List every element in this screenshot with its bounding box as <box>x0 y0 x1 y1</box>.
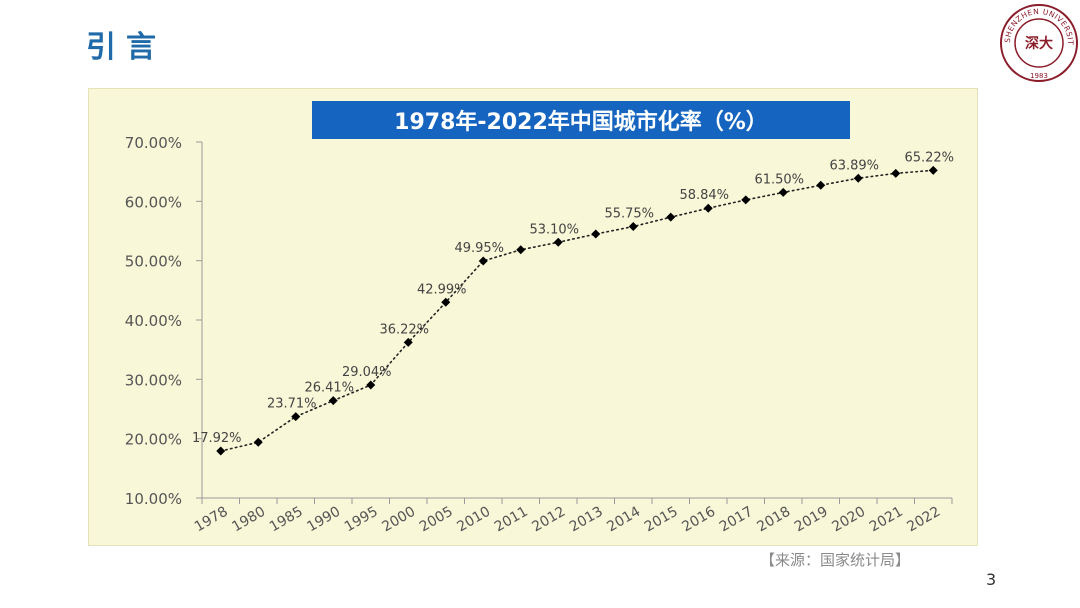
x-tick-label: 2019 <box>792 504 831 536</box>
x-tick-label: 2021 <box>867 504 906 536</box>
data-label: 53.10% <box>529 222 579 237</box>
data-point <box>816 180 826 190</box>
data-point <box>666 212 676 222</box>
logo-year: 1983 <box>1030 72 1048 80</box>
x-tick-label: 1985 <box>267 504 306 536</box>
data-label: 17.92% <box>192 431 242 446</box>
data-point <box>328 396 338 406</box>
shenzhen-university-logo: SHENZHEN UNIVERSITY 深大 1983 <box>998 2 1078 82</box>
data-point <box>591 229 601 239</box>
data-label: 61.50% <box>754 172 804 187</box>
data-point <box>366 380 376 390</box>
x-tick-label: 2000 <box>379 504 418 536</box>
series-line <box>219 169 935 452</box>
x-tick-label: 2013 <box>567 504 606 536</box>
data-label: 55.75% <box>604 207 654 222</box>
y-tick-label: 20.00% <box>125 431 182 449</box>
data-label: 29.04% <box>342 365 392 380</box>
x-tick-label: 2020 <box>829 504 868 536</box>
x-tick-label: 2005 <box>417 504 456 536</box>
data-point <box>778 187 788 197</box>
y-tick-label: 60.00% <box>125 193 182 211</box>
data-point <box>628 222 638 232</box>
x-tick-label: 1978 <box>192 504 231 536</box>
x-tick-label: 2010 <box>454 504 493 536</box>
x-tick-label: 1990 <box>304 504 343 536</box>
data-point <box>216 446 226 456</box>
data-point <box>853 173 863 183</box>
data-point <box>928 165 938 175</box>
x-tick-label: 1980 <box>229 504 268 536</box>
chart-frame <box>88 88 978 546</box>
x-tick-label: 2014 <box>604 504 643 536</box>
x-tick-label: 2022 <box>904 504 943 536</box>
y-tick-label: 50.00% <box>125 253 182 271</box>
data-source: 【来源：国家统计局】 <box>760 551 911 569</box>
y-tick-label: 10.00% <box>125 490 182 508</box>
slide-heading: 引言 <box>86 30 166 65</box>
data-label: 58.84% <box>679 188 729 203</box>
data-point <box>291 412 301 422</box>
y-tick-label: 70.00% <box>125 134 182 152</box>
data-point <box>553 237 563 247</box>
y-tick-label: 30.00% <box>125 371 182 389</box>
x-tick-label: 2018 <box>754 504 793 536</box>
data-point <box>478 256 488 266</box>
data-label: 23.71% <box>267 397 317 412</box>
svg-text:深大: 深大 <box>1025 35 1053 52</box>
x-tick-label: 2015 <box>642 504 681 536</box>
y-tick-label: 40.00% <box>125 312 182 330</box>
x-tick-label: 2011 <box>492 504 531 536</box>
data-label: 63.89% <box>829 158 879 173</box>
data-label: 26.41% <box>304 381 354 396</box>
x-tick-label: 1995 <box>342 504 381 536</box>
x-tick-label: 2012 <box>529 504 568 536</box>
x-tick-label: 2016 <box>679 504 718 536</box>
data-point <box>703 203 713 213</box>
page-number: 3 <box>986 570 997 589</box>
data-point <box>741 195 751 205</box>
data-point <box>891 168 901 178</box>
data-point <box>516 245 526 255</box>
data-point <box>441 297 451 307</box>
data-label: 65.22% <box>904 150 954 165</box>
data-label: 36.22% <box>379 322 429 337</box>
chart-title: 1978年-2022年中国城市化率（%） <box>312 101 850 139</box>
x-tick-label: 2017 <box>717 504 756 536</box>
data-label: 42.99% <box>417 282 467 297</box>
data-point <box>253 437 263 447</box>
data-label: 49.95% <box>454 241 504 256</box>
data-point <box>403 337 413 347</box>
